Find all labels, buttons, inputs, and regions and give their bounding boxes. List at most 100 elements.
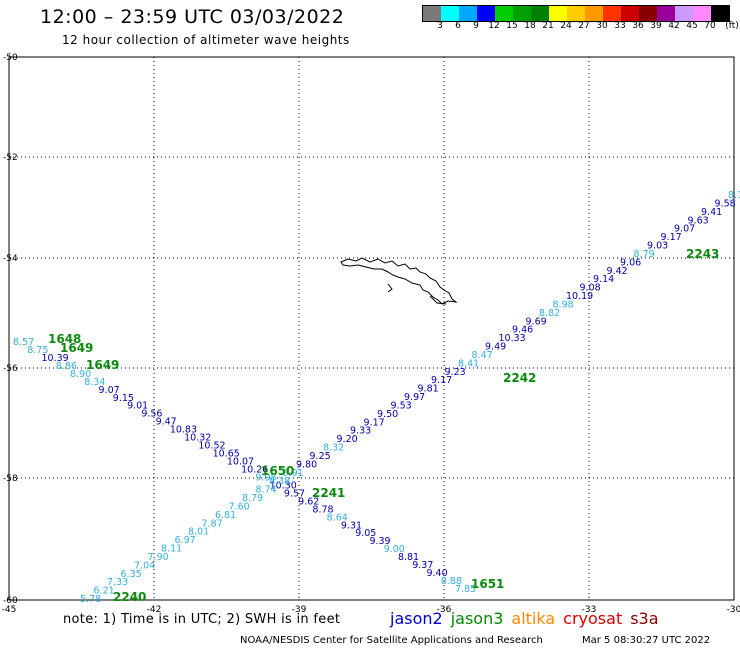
wave-height-value: 9.17 [661, 232, 682, 243]
wave-height-value: 8.88 [441, 576, 462, 587]
wave-height-value: 10.07 [227, 457, 254, 468]
longitude-labels: -45 -42 -39 -36 -33 -30 [2, 605, 740, 615]
wave-height-value: 10.30 [270, 480, 297, 491]
wave-height-value: 6.35 [121, 569, 142, 580]
pass-time-label: 2241 [312, 486, 345, 500]
legend-label: 9 [473, 21, 479, 31]
wave-height-value: 9.81 [418, 384, 439, 395]
south-georgia-coastline [340, 257, 458, 305]
wave-height-value: 8.74 [256, 485, 277, 496]
wave-height-value: 8.32 [323, 443, 344, 454]
source-credit: NOAA/NESDIS Center for Satellite Applica… [240, 635, 543, 646]
wave-height-value: 10.33 [499, 333, 526, 344]
satellite-altika: altika [511, 609, 556, 628]
legend-swatch [711, 6, 729, 21]
legend-swatch [567, 6, 585, 21]
wave-height-value: 7.33 [107, 577, 128, 588]
wave-height-value: 6.97 [175, 535, 196, 546]
wave-height-value: 9.98 [255, 472, 276, 483]
legend-label: 33 [614, 21, 626, 31]
wave-height-value: 9.08 [580, 283, 601, 294]
legend-label: 36 [632, 21, 644, 31]
legend-label: 3 [437, 21, 443, 31]
wave-height-value: 7.85 [455, 584, 476, 595]
wave-height-value: 9.58 [715, 198, 736, 209]
wave-height-value: 9.49 [485, 342, 506, 353]
wave-height-value: 9.42 [607, 266, 628, 277]
generation-timestamp: Mar 5 08:30:27 UTC 2022 [582, 635, 711, 646]
longitude-label: -45 [2, 605, 17, 615]
wave-height-value: 10.32 [184, 433, 211, 444]
satellite-cryosat: cryosat [563, 609, 623, 628]
satellite-jason2: jason2 [390, 609, 443, 628]
track-descending: 8.578.7510.398.868.908.349.079.159.019.5… [13, 337, 476, 595]
legend-swatch [693, 6, 711, 21]
wave-height-value: 9.97 [404, 392, 425, 403]
wave-height-value: 8.11 [161, 544, 182, 555]
wave-height-value: 9.41 [701, 207, 722, 218]
wave-height-value: 8.98 [553, 299, 574, 310]
latitude-label: -50 [3, 53, 18, 63]
latitude-label: -54 [3, 254, 18, 264]
wave-height-value: 6.21 [94, 586, 115, 597]
legend-label: 18 [524, 21, 536, 31]
wave-height-value: 9.17 [431, 375, 452, 386]
wave-height-value: 9.47 [156, 417, 177, 428]
pass-time-label: 1651 [471, 577, 504, 591]
color-legend-bar [422, 5, 730, 22]
map-grid [9, 57, 734, 600]
wave-height-value: 9.03 [647, 241, 668, 252]
legend-label: 27 [578, 21, 590, 31]
wave-height-value: 8.38 [269, 476, 290, 487]
footnote: note: 1) Time is in UTC; 2) SWH is in fe… [63, 612, 341, 627]
wave-height-value: 8.81 [398, 552, 419, 563]
wave-height-value: 9.20 [337, 434, 358, 445]
wave-height-value: 9.57 [284, 488, 305, 499]
wave-height-value: 5.78 [80, 594, 101, 605]
legend-swatch [585, 6, 603, 21]
longitude-label: -30 [727, 605, 740, 615]
track-ascending: 5.786.217.336.357.047.908.116.978.017.87… [80, 190, 740, 605]
wave-height-value: 9.40 [426, 568, 447, 579]
satellite-jason3: jason3 [450, 609, 504, 628]
wave-height-value: 8.1 [728, 190, 740, 201]
wave-height-value: 8.79 [634, 249, 655, 260]
legend-label: 30 [596, 21, 608, 31]
longitude-label: -42 [147, 605, 162, 615]
wave-height-value: 9.39 [369, 536, 390, 547]
wave-height-value: 8.34 [84, 377, 105, 388]
wave-height-value: 8.91 [283, 468, 304, 479]
wave-height-value: 10.83 [170, 425, 197, 436]
legend-swatch [513, 6, 531, 21]
wave-height-value: 9.50 [377, 409, 398, 420]
wave-height-value: 10.52 [198, 441, 225, 452]
wave-height-value: 10.19 [566, 291, 593, 302]
wave-height-value: 9.62 [298, 496, 319, 507]
longitude-label: -33 [582, 605, 597, 615]
legend-swatch [657, 6, 675, 21]
legend-label: 6 [455, 21, 461, 31]
wave-height-value: 9.07 [99, 385, 120, 396]
legend-swatch [459, 6, 477, 21]
wave-height-value: 9.15 [113, 393, 134, 404]
legend-swatch [477, 6, 495, 21]
pass-time-label: 1649 [60, 341, 93, 355]
wave-height-value: 8.82 [539, 308, 560, 319]
wave-height-value: 7.90 [148, 552, 169, 563]
color-legend-labels: 3 6 9 12 15 18 21 24 27 30 33 36 39 42 45 70 (ft) [422, 21, 739, 33]
legend-label: 24 [560, 21, 572, 31]
wave-height-value: 9.05 [355, 528, 376, 539]
legend-label: 12 [488, 21, 500, 31]
satellite-s3a: s3a [630, 609, 659, 628]
wave-height-value: 9.63 [688, 215, 709, 226]
map-frame [8, 56, 735, 601]
wave-height-value: 8.78 [312, 504, 333, 515]
map-title: 12:00 – 23:59 UTC 03/03/2022 [40, 6, 345, 28]
wave-height-value: 9.37 [412, 560, 433, 571]
wave-height-value: 9.23 [445, 367, 466, 378]
wave-height-value: 9.25 [310, 451, 331, 462]
wave-height-value: 9.17 [364, 417, 385, 428]
wave-height-value: 8.01 [188, 527, 209, 538]
latitude-label: -58 [3, 474, 18, 484]
